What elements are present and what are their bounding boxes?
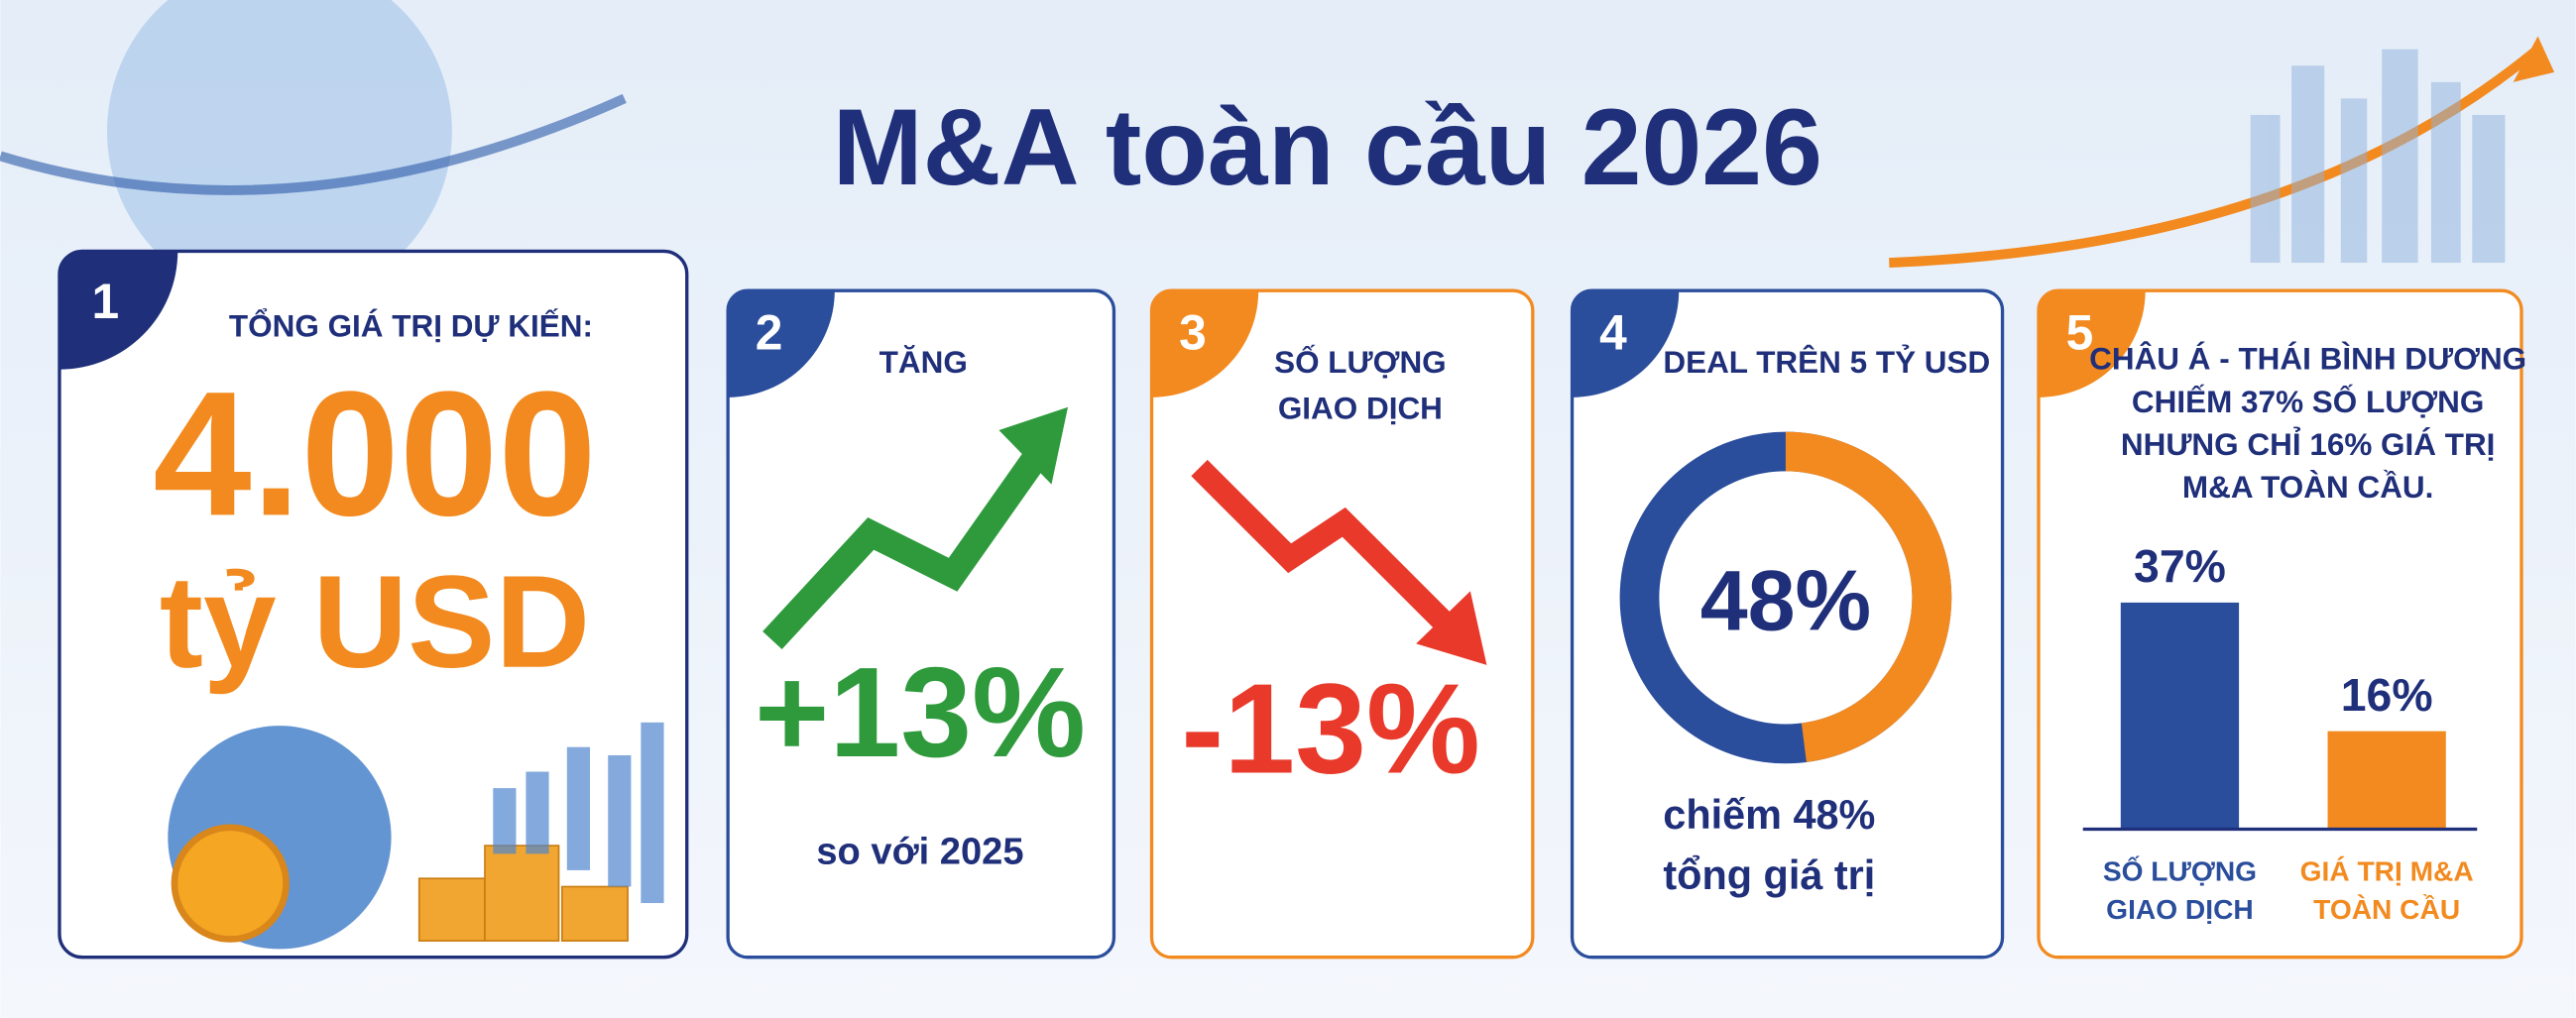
card-heading: CHIẾM 37% SỐ LƯỢNG [2132,384,2484,419]
card-heading: TĂNG [879,345,968,380]
down-arrow-head [1416,591,1487,665]
card-heading: GIAO DỊCH [1278,391,1443,425]
card-note: so với 2025 [816,831,1023,872]
card-number: 4 [1599,305,1627,361]
skyline [2250,49,2506,264]
card-note: chiếm 48% [1663,792,1875,838]
card-heading: SỐ LƯỢNG [1274,344,1447,380]
badge [1151,290,1259,397]
bar-chart: 37% SỐ LƯỢNG GIAO DỊCH 16% GIÁ TRỊ M&A TOÀN C… [2103,540,2474,925]
bar-icons [493,722,664,904]
title: M&A toàn cầu 2026 [833,87,1822,208]
bar-name: TOÀN CẦU [2313,894,2460,925]
badge [1572,290,1680,397]
card-note: tổng giá trị [1663,852,1875,898]
card-heading: NHƯNG CHỈ 16% GIÁ TRỊ [2121,427,2496,462]
card-heading: DEAL TRÊN 5 TỶ USD [1663,344,1990,380]
bar [2120,602,2240,830]
trend-arrow-head [2513,36,2555,82]
card-value: -13% [1181,658,1480,801]
coin-stack [417,845,629,942]
up-arrow-head [998,406,1069,485]
card-heading: TỔNG GIÁ TRỊ DỰ KIẾN: [229,308,593,344]
donut [1619,431,1952,764]
bar [2327,731,2446,830]
swoosh [0,93,627,195]
badge [2038,290,2146,397]
bar-name: SỐ LƯỢNG [2103,855,2257,887]
badge [59,251,178,370]
card-unit: tỷ USD [160,549,590,696]
card [1149,288,1535,960]
card-number: 3 [1179,305,1207,361]
bar-label: 37% [2134,540,2226,592]
card-number: 2 [756,305,783,361]
bar-name: GIÁ TRỊ M&A [2300,856,2474,887]
donut-segment [1785,431,1952,762]
card-heading: CHÂU Á - THÁI BÌNH DƯƠNG [2089,341,2526,377]
card-number: 1 [92,274,120,329]
card [726,288,1116,960]
card-number: 5 [2066,305,2094,361]
card-value: +13% [755,641,1086,784]
up-arrow [762,438,1055,650]
card-heading: M&A TOÀN CẦU. [2182,470,2434,505]
globe-decoration [107,0,452,304]
down-arrow [1191,459,1455,632]
bar-label: 16% [2341,669,2433,721]
card-value: 4.000 [153,354,597,552]
bar-name: GIAO DỊCH [2106,894,2254,925]
badge [728,290,835,397]
donut-label: 48% [1700,554,1871,649]
coin-icon [171,824,290,943]
card [1570,288,2005,960]
